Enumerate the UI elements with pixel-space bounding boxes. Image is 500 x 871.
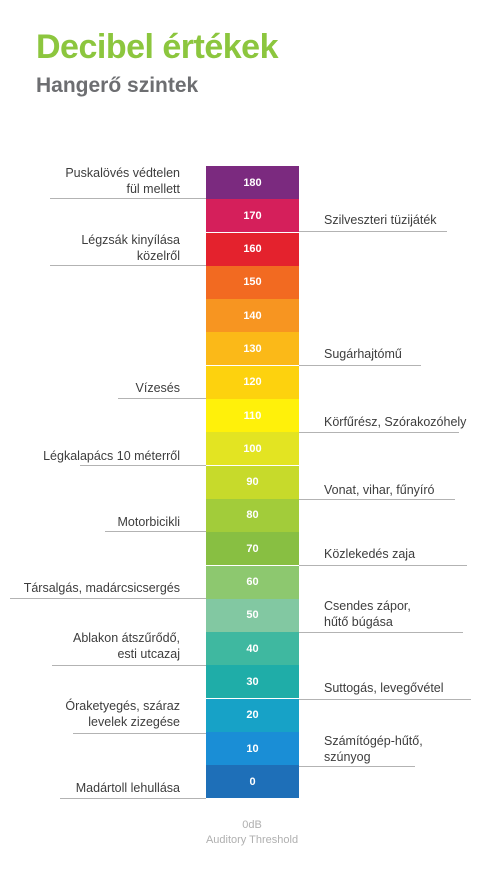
label-korfuresz: Körfűrész, Szórakozóhely [324, 415, 467, 429]
label-kozlekedes: Közlekedés zaja [324, 547, 416, 561]
level-band: 70 [206, 532, 299, 566]
level-band: 90 [206, 465, 299, 499]
decibel-scale: 180 170 160 150 140 130 120 110 100 90 8… [206, 166, 299, 799]
label-suttogas: Suttogás, levegővétel [324, 681, 444, 695]
leader-line [299, 632, 463, 633]
level-band: 150 [206, 265, 299, 299]
label-ablakon: Ablakon átszűrődő, esti utcazaj [72, 631, 180, 661]
threshold-value: 0dB [242, 819, 262, 831]
leader-line [50, 265, 206, 266]
level-band: 30 [206, 665, 299, 699]
label-legkalapacs: Légkalapács 10 méterről [43, 449, 180, 463]
leader-line [118, 398, 206, 399]
label-tarsalgas: Társalgás, madárcsicsergés [23, 581, 180, 595]
page-subtitle: Hangerő szintek [36, 74, 199, 97]
leader-line [73, 733, 206, 734]
level-band: 100 [206, 432, 299, 466]
label-szamitogep: Számítógép-hűtő, szúnyog [324, 734, 423, 764]
leader-line [52, 665, 206, 666]
label-oraketyeges: Óraketyegés, száraz levelek zizegése [65, 699, 180, 729]
level-band: 110 [206, 399, 299, 433]
leader-line [299, 699, 471, 700]
level-band: 0 [206, 765, 299, 799]
label-legzsak: Légzsák kinyílása közelről [81, 233, 180, 263]
label-vizeses: Vízesés [135, 381, 180, 395]
leader-line [299, 365, 421, 366]
leader-line [299, 565, 467, 566]
leader-line [105, 531, 206, 532]
level-band: 50 [206, 598, 299, 632]
leader-line [80, 465, 206, 466]
threshold-caption: Auditory Threshold [205, 834, 299, 846]
leader-line [299, 432, 459, 433]
label-madartoll: Madártoll lehullása [75, 781, 180, 795]
level-band: 130 [206, 332, 299, 366]
label-sugarhajtomu: Sugárhajtómű [324, 347, 402, 361]
label-csendes-zapor: Csendes zápor, hűtő búgása [324, 599, 411, 629]
level-band: 180 [206, 166, 299, 199]
level-band: 10 [206, 732, 299, 766]
level-band: 60 [206, 565, 299, 599]
level-band: 170 [206, 199, 299, 233]
leader-line [299, 766, 415, 767]
page-title: Decibel értékek [36, 28, 279, 66]
label-puskaloves: Puskalövés védtelen fül mellett [65, 166, 180, 196]
level-band: 120 [206, 365, 299, 399]
level-band: 140 [206, 299, 299, 333]
level-band: 160 [206, 232, 299, 266]
leader-line [50, 198, 206, 199]
leader-line [10, 598, 206, 599]
level-band: 40 [206, 632, 299, 666]
label-motorbicikli: Motorbicikli [117, 515, 180, 529]
leader-line [299, 231, 447, 232]
level-band: 80 [206, 498, 299, 532]
leader-line [299, 499, 455, 500]
label-vonat: Vonat, vihar, fűnyíró [324, 483, 435, 497]
leader-line [60, 798, 206, 799]
level-band: 20 [206, 698, 299, 732]
label-szilveszteri: Szilveszteri tüzijáték [324, 213, 437, 227]
